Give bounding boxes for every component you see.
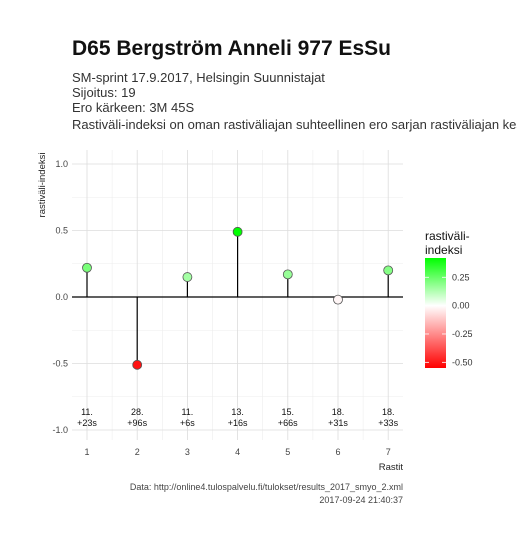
legend-tick-label: 0.00: [452, 301, 470, 311]
x-tick-label: 5: [285, 447, 290, 457]
y-axis-label: rastiväli-indeksi: [37, 153, 48, 218]
split-diff-label: +31s: [328, 418, 348, 428]
data-point: [333, 294, 343, 305]
x-tick-label: 7: [386, 447, 391, 457]
y-tick-label: 0.5: [55, 226, 68, 236]
y-tick-label: 1.0: [55, 159, 68, 169]
subtitle-line-1: SM-sprint 17.9.2017, Helsingin Suunnista…: [72, 70, 325, 85]
x-tick-label: 2: [135, 447, 140, 457]
split-diff-label: +6s: [180, 418, 195, 428]
timestamp-caption: 2017-09-24 21:40:37: [319, 495, 403, 505]
subtitle-line-3: Ero kärkeen: 3M 45S: [72, 100, 194, 115]
legend-tick-label: 0.25: [452, 272, 470, 282]
rank-label: 13.: [231, 407, 244, 417]
legend-title-line-2: indeksi: [425, 243, 462, 257]
chart-title: D65 Bergström Anneli 977 EsSu: [72, 37, 391, 60]
rank-label: 15.: [282, 407, 295, 417]
data-point: [82, 262, 92, 273]
x-tick-label: 6: [335, 447, 340, 457]
legend-title-line-1: rastiväli-: [425, 229, 470, 243]
data-point: [182, 272, 193, 282]
data-source-caption: Data: http://online4.tulospalvelu.fi/tul…: [130, 482, 403, 492]
x-tick-label: 4: [235, 447, 240, 457]
legend-tick-label: -0.25: [452, 329, 473, 339]
y-tick-label: -1.0: [52, 425, 68, 435]
split-diff-label: +33s: [378, 418, 398, 428]
data-point: [232, 226, 243, 237]
rank-label: 28.: [131, 407, 144, 417]
split-diff-label: +23s: [77, 418, 97, 428]
x-tick-label: 3: [185, 447, 190, 457]
legend-tick-label: -0.50: [452, 357, 473, 367]
split-diff-label: +96s: [127, 418, 147, 428]
rank-label: 18.: [332, 407, 345, 417]
x-tick-label: 1: [84, 447, 89, 457]
data-point: [383, 265, 394, 276]
rank-label: 18.: [382, 407, 395, 417]
legend: rastiväli- indeksi 0.25 0.00 -0.25 -0.50: [425, 229, 473, 368]
data-point: [132, 359, 143, 370]
subtitle-line-2: Sijoitus: 19: [72, 85, 136, 100]
y-tick-label: 0.0: [55, 292, 68, 302]
split-diff-label: +16s: [228, 418, 248, 428]
subtitle-line-4: Rastiväli-indeksi on oman rastiväliajan …: [72, 117, 517, 132]
plot-area: -1.0-0.50.00.51.01 2 3 4 5 6 711.+23s28.+96s11…: [52, 150, 403, 457]
rank-label: 11.: [181, 407, 193, 417]
rank-label: 11.: [81, 407, 93, 417]
legend-colorbar: [425, 258, 446, 368]
split-diff-label: +66s: [278, 418, 298, 428]
y-tick-label: -0.5: [52, 359, 68, 369]
data-point: [282, 269, 293, 280]
x-axis-label: Rastit: [379, 462, 404, 473]
